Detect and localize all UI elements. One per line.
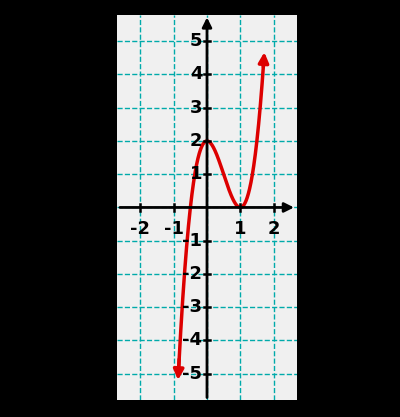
Text: 4: 4: [190, 65, 202, 83]
Text: 5: 5: [190, 32, 202, 50]
Text: 2: 2: [190, 132, 202, 150]
Text: 3: 3: [190, 99, 202, 117]
Text: -2: -2: [130, 220, 150, 238]
Text: -5: -5: [182, 365, 202, 383]
Text: 1: 1: [190, 165, 202, 183]
Text: -2: -2: [182, 265, 202, 283]
Text: -4: -4: [182, 332, 202, 349]
Text: 2: 2: [267, 220, 280, 238]
Text: 1: 1: [234, 220, 246, 238]
Text: -3: -3: [182, 298, 202, 316]
Text: -1: -1: [182, 232, 202, 250]
Text: -1: -1: [164, 220, 184, 238]
